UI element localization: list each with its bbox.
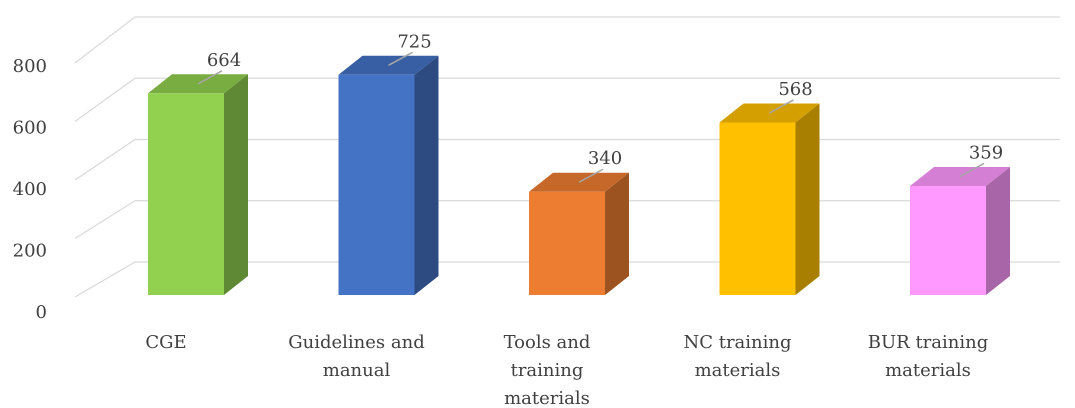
data-label: 359: [969, 142, 1003, 163]
bar-side: [414, 55, 439, 295]
y-tick-label: 600: [13, 118, 47, 139]
leader-line: [388, 51, 413, 66]
leader-line: [578, 168, 604, 183]
x-tick-label: BUR training materials: [868, 332, 988, 381]
y-tick-label: 400: [13, 179, 47, 200]
x-tick-label: Tools and training materials: [504, 332, 591, 408]
bar-side: [605, 172, 629, 295]
bar: [529, 191, 605, 295]
bar: [910, 185, 986, 295]
bar: [148, 93, 224, 295]
y-tick-label: 200: [13, 241, 47, 262]
bar: [719, 122, 796, 295]
x-tick-label: CGE: [145, 332, 186, 353]
y-tick-label: 800: [13, 56, 47, 77]
x-tick-label: NC training materials: [683, 332, 791, 381]
data-label: 568: [778, 79, 812, 100]
grid-line: [74, 16, 1060, 64]
grid-line: [74, 77, 1060, 122]
data-label: 664: [207, 50, 241, 71]
bar-side: [986, 166, 1010, 295]
data-label: 725: [397, 31, 431, 52]
bar-side: [795, 103, 820, 295]
leader-line: [197, 70, 223, 85]
leader-line: [769, 99, 794, 114]
y-tick-label: 0: [36, 302, 47, 323]
bar: [338, 74, 415, 295]
bar-side: [224, 74, 248, 295]
leader-line: [959, 162, 985, 178]
x-tick-label: Guidelines and manual: [288, 332, 424, 381]
data-label: 340: [588, 148, 622, 169]
